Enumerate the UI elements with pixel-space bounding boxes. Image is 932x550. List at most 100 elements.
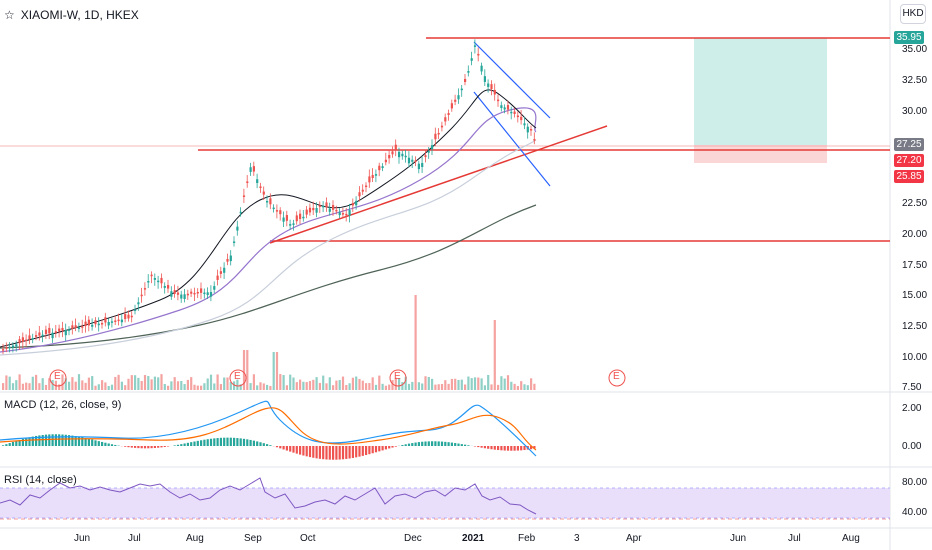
candle-body <box>8 346 11 349</box>
rsi-line <box>0 477 537 515</box>
macd-bar <box>21 438 24 446</box>
candle-body <box>493 89 496 95</box>
volume-bar <box>223 377 226 390</box>
star-icon[interactable]: ☆ <box>4 8 15 22</box>
macd-bar <box>322 446 325 460</box>
macd-bar <box>454 443 457 446</box>
volume-bar <box>365 383 368 390</box>
volume-bar <box>252 374 255 390</box>
candle-body <box>378 165 381 171</box>
candle-body <box>81 326 84 328</box>
volume-bar <box>516 385 519 390</box>
volume-bar <box>58 384 61 390</box>
macd-bar <box>104 442 107 446</box>
candle-body <box>68 329 71 331</box>
earnings-marker[interactable]: E <box>394 371 401 382</box>
volume-bar <box>18 374 21 390</box>
earnings-marker[interactable]: E <box>54 371 61 382</box>
earnings-marker[interactable]: E <box>613 371 620 382</box>
candle-body <box>15 344 18 347</box>
volume-bar <box>259 382 262 390</box>
volume-bar <box>417 382 420 390</box>
volume-bar <box>84 382 87 390</box>
candle-body <box>325 202 328 208</box>
channel-lower[interactable] <box>473 91 551 187</box>
candle-body <box>388 155 391 159</box>
candle-body <box>440 125 444 128</box>
candle-body <box>470 58 473 61</box>
candle-body <box>180 294 183 299</box>
macd-bar <box>493 446 496 450</box>
candle-body <box>361 189 364 192</box>
earnings-marker[interactable]: E <box>234 371 241 382</box>
earnings-markers[interactable] <box>49 369 626 387</box>
volume-bar <box>299 379 302 390</box>
volume-bar <box>140 381 143 390</box>
volume-bar <box>457 379 460 390</box>
time-axis-label: 2021 <box>462 533 485 544</box>
candle-body <box>384 159 387 163</box>
channel-upper[interactable] <box>473 41 551 119</box>
macd-bar <box>5 444 8 446</box>
macd-bar <box>358 446 361 457</box>
candle-body <box>94 320 97 325</box>
candle-body <box>335 209 338 212</box>
candle-body <box>77 327 81 329</box>
candle-body <box>404 155 407 158</box>
volume-bar <box>5 375 8 390</box>
macd-bar <box>282 446 285 450</box>
volume-bar <box>120 381 123 390</box>
volume-bar <box>239 384 242 390</box>
candle-body <box>516 115 519 118</box>
macd-bar <box>348 446 351 459</box>
time-axis-label: 3 <box>574 533 580 544</box>
macd-bar <box>163 446 166 447</box>
volume-bar <box>530 378 533 390</box>
candle-body <box>391 151 394 155</box>
volume-bar <box>487 374 490 390</box>
macd-bar <box>332 446 335 460</box>
volume-bar <box>332 385 335 390</box>
volume-bar <box>391 380 394 390</box>
candle-body <box>295 215 298 222</box>
macd-bar <box>58 434 61 446</box>
macd-bar <box>239 438 242 446</box>
macd-bar <box>140 446 143 449</box>
macd-bar <box>427 441 430 446</box>
volume-bar <box>64 378 67 390</box>
volume-bar <box>398 378 401 390</box>
volume-bar <box>173 377 176 390</box>
candle-body <box>163 285 166 288</box>
volume-bar <box>124 385 127 390</box>
volume-bar <box>295 382 298 390</box>
volume-bar <box>233 381 236 390</box>
candle-body <box>196 291 199 294</box>
symbol-title[interactable]: ☆ XIAOMI-W, 1D, HKEX <box>4 8 139 22</box>
volume-bar <box>200 385 203 390</box>
candle-body <box>460 88 463 91</box>
macd-bar <box>513 446 516 451</box>
rsi-pane-label: RSI (14, close) <box>4 474 77 486</box>
time-axis-label: Feb <box>518 533 536 544</box>
volume-bar <box>186 379 189 390</box>
time-axis-label: Dec <box>404 533 422 544</box>
volume-bar <box>345 384 348 390</box>
macd-bar <box>302 446 305 456</box>
candle-body <box>371 174 374 179</box>
volume-bar <box>394 377 397 390</box>
candle-body <box>487 83 490 87</box>
volume-bar <box>183 384 186 390</box>
volume-bar <box>176 381 180 390</box>
volume-bar <box>493 320 496 390</box>
candle-body <box>341 213 345 215</box>
volume-bar <box>414 295 417 390</box>
uptrend-line[interactable] <box>269 125 608 244</box>
currency-button[interactable]: HKD <box>900 4 926 24</box>
candle-body <box>368 176 371 183</box>
candle-body <box>249 167 252 172</box>
macd-bar <box>81 437 84 446</box>
macd-bar <box>335 446 338 460</box>
macd-bar <box>74 436 77 446</box>
macd-bar <box>434 441 437 446</box>
